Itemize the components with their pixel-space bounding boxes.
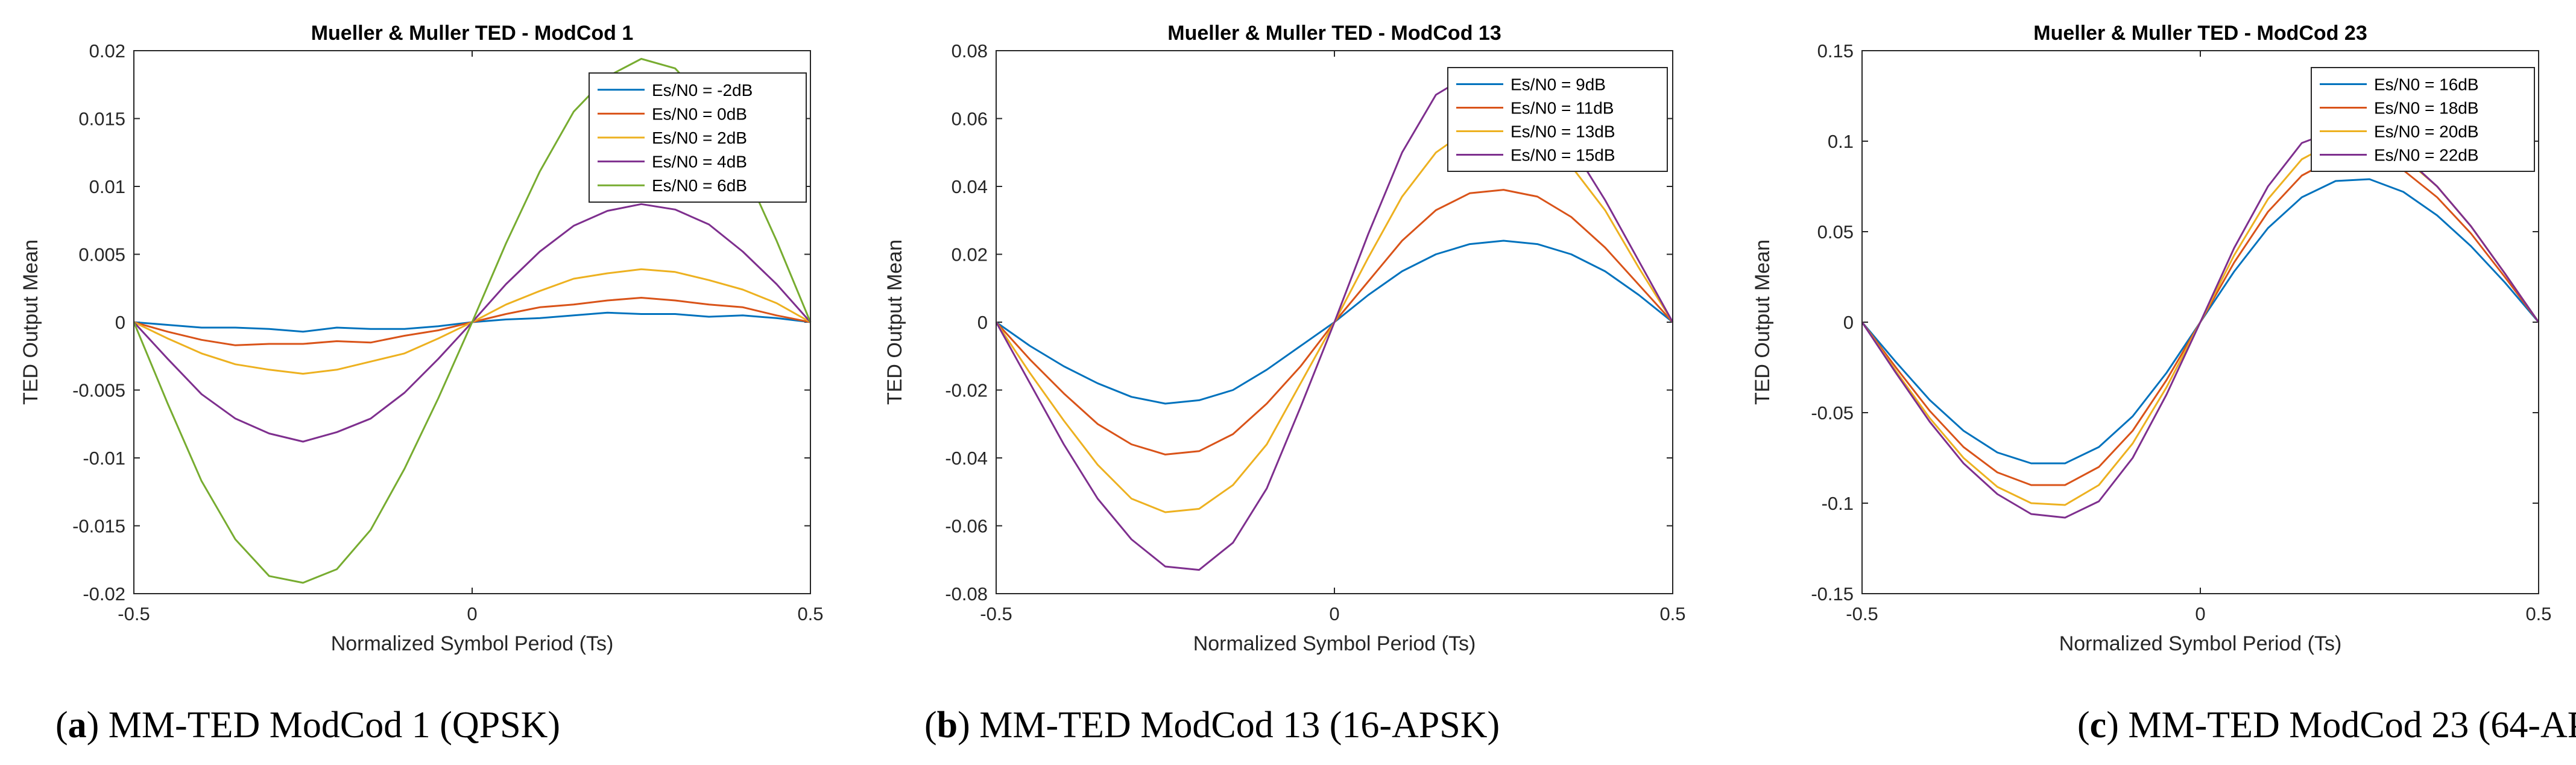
legend-entry: Es/N0 = 18dB <box>2374 99 2479 118</box>
caption-text: ) MM-TED ModCod 23 (64-APSK) <box>2106 705 2576 746</box>
legend-entry: Es/N0 = 13dB <box>1511 122 1615 141</box>
y-tick-label: -0.01 <box>83 448 125 469</box>
series-line-4 <box>1861 129 2540 519</box>
y-tick-label: -0.04 <box>945 448 988 469</box>
x-tick-label: -0.5 <box>980 603 1012 624</box>
caption-paren: ( <box>2077 705 2090 746</box>
y-tick-label: 0.04 <box>952 176 988 197</box>
y-tick-label: -0.08 <box>945 583 988 605</box>
legend-entry: Es/N0 = 2dB <box>652 129 747 147</box>
caption-paren: ( <box>924 705 937 746</box>
y-tick-label: 0.005 <box>78 244 125 265</box>
chart-panel-3: Mueller & Muller TED - ModCod 23-0.15-0.… <box>1751 22 2552 655</box>
legend: Es/N0 = 16dB Es/N0 = 18dB Es/N0 = 20dB Es/N… <box>2311 67 2535 172</box>
chart-panel-1: Mueller & Muller TED - ModCod 1 -0.02 -0.0… <box>19 22 824 655</box>
x-tick-label: 0 <box>467 603 477 624</box>
y-tick-label: -0.02 <box>83 583 125 605</box>
legend-entry: Es/N0 = 0dB <box>652 104 747 123</box>
chart-panel-2: Mueller & Muller TED - ModCod 13-0.08-0.… <box>883 22 1686 655</box>
y-axis-label: TED Output Mean <box>19 240 42 405</box>
y-tick-label: -0.015 <box>72 516 125 537</box>
y-tick-label: 0.02 <box>952 244 988 265</box>
chart-title: Mueller & Muller TED - ModCod 1 <box>311 22 634 45</box>
y-tick-label: -0.15 <box>1811 583 1854 605</box>
legend-entry: Es/N0 = 11dB <box>1511 99 1614 118</box>
y-tick-label: 0.06 <box>952 109 988 130</box>
chart-title: Mueller & Muller TED - ModCod 23 <box>2033 22 2367 45</box>
caption-paren: ( <box>55 705 68 746</box>
legend: Es/N0 = -2dB Es/N0 = 0dB Es/N0 = 2dB Es/N0 … <box>589 72 807 203</box>
y-tick-label: 0 <box>115 312 125 333</box>
y-tick-label: 0.01 <box>89 176 125 197</box>
legend-entry: Es/N0 = -2dB <box>652 81 753 100</box>
y-tick-label: 0 <box>1843 312 1854 333</box>
y-tick-label: -0.02 <box>945 380 988 401</box>
y-axis-label: TED Output Mean <box>1751 240 1774 405</box>
figure-caption: (c) MM-TED ModCod 23 (64-APSK) <box>2077 705 2576 746</box>
x-tick-label: 0.5 <box>797 603 823 624</box>
legend-entry: Es/N0 = 4dB <box>652 153 747 171</box>
x-axis-label: Normalized Symbol Period (Ts) <box>1193 632 1476 655</box>
legend-entry: Es/N0 = 15dB <box>1511 146 1615 165</box>
x-tick-label: -0.5 <box>118 603 150 624</box>
caption-text: ) MM-TED ModCod 13 (16-APSK) <box>958 705 1500 746</box>
legend: Es/N0 = 9dB Es/N0 = 11dB Es/N0 = 13dB Es/N0… <box>1447 67 1668 172</box>
x-tick-label: 0.5 <box>1659 603 1685 624</box>
y-tick-label: -0.06 <box>945 516 988 537</box>
y-tick-label: 0.015 <box>78 109 125 130</box>
axes-box <box>133 50 811 594</box>
y-tick-label: -0.1 <box>1822 493 1854 514</box>
caption-letter: c <box>2090 705 2107 746</box>
legend-entry: Es/N0 = 22dB <box>2374 146 2479 165</box>
caption-letter: a <box>68 705 87 746</box>
caption-letter: b <box>937 705 958 746</box>
figure-caption: (b) MM-TED ModCod 13 (16-APSK) <box>924 705 1500 746</box>
y-tick-label: 0.08 <box>952 40 988 62</box>
y-tick-label: -0.005 <box>72 380 125 401</box>
x-tick-label: 0.5 <box>2525 603 2551 624</box>
legend-entry: Es/N0 = 6dB <box>652 176 747 195</box>
x-tick-label: 0 <box>1329 603 1339 624</box>
axes-box <box>996 50 1673 594</box>
x-axis-label: Normalized Symbol Period (Ts) <box>331 632 614 655</box>
y-tick-label: 0.02 <box>89 40 125 62</box>
caption-text: ) MM-TED ModCod 1 (QPSK) <box>87 705 560 746</box>
legend-entry: Es/N0 = 16dB <box>2374 75 2479 94</box>
figure-caption: (a) MM-TED ModCod 1 (QPSK) <box>55 705 560 746</box>
x-axis-label: Normalized Symbol Period (Ts) <box>2059 632 2342 655</box>
y-tick-label: 0.05 <box>1817 221 1854 243</box>
y-tick-label: -0.05 <box>1811 402 1854 424</box>
y-tick-label: 0 <box>977 312 988 333</box>
y-axis-label: TED Output Mean <box>883 240 906 405</box>
chart-title: Mueller & Muller TED - ModCod 13 <box>1167 22 1501 45</box>
legend-entry: Es/N0 = 20dB <box>2374 122 2479 141</box>
x-tick-label: -0.5 <box>1846 603 1878 624</box>
axes-box <box>1861 50 2539 594</box>
y-tick-label: 0.1 <box>1828 131 1854 152</box>
y-tick-label: 0.15 <box>1817 40 1854 62</box>
x-tick-label: 0 <box>2195 603 2205 624</box>
legend-entry: Es/N0 = 9dB <box>1511 75 1606 94</box>
